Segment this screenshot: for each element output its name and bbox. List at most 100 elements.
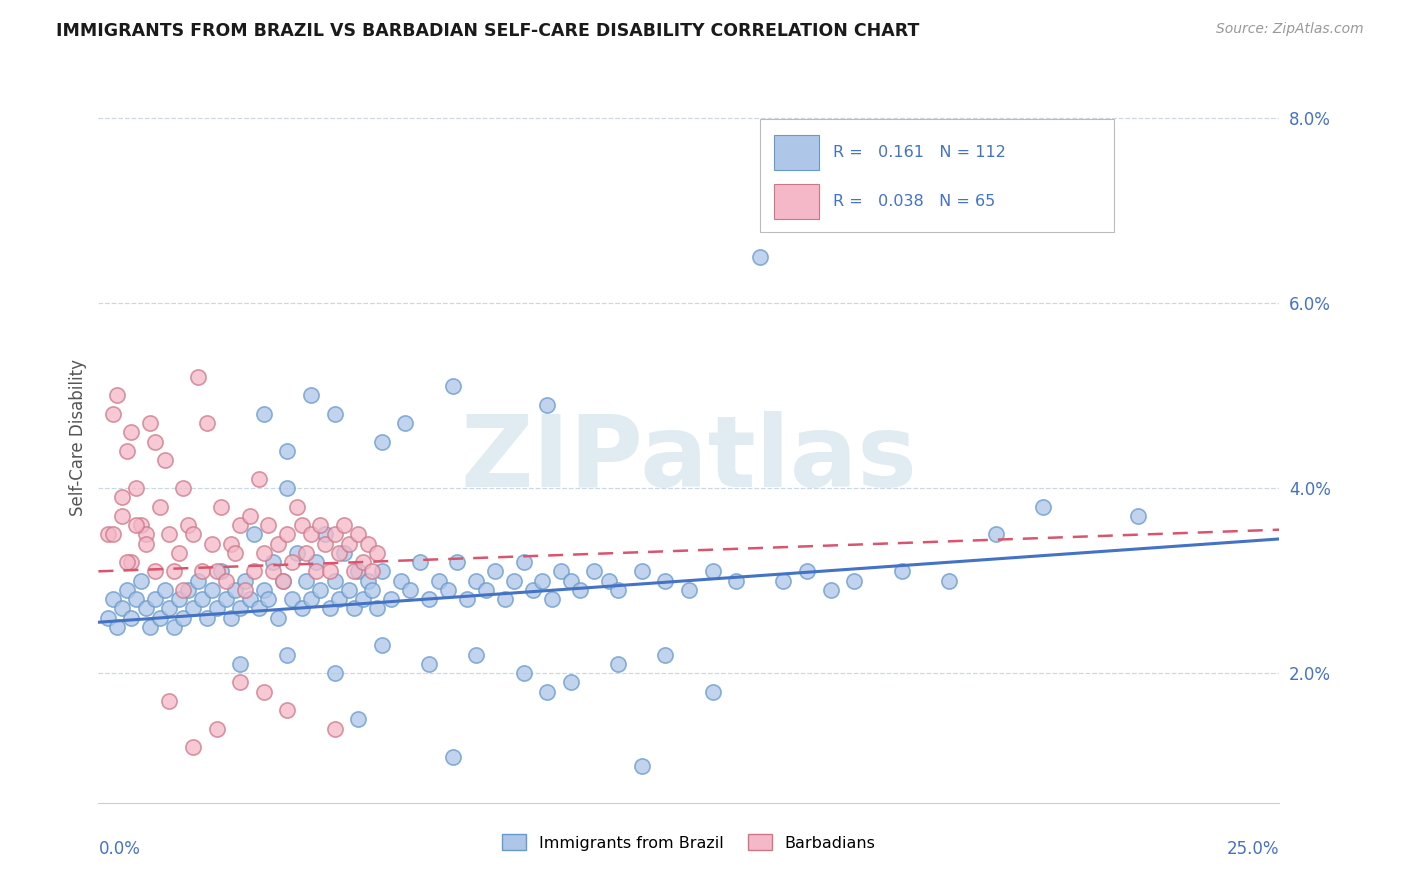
Point: [257, 592, 280, 607]
Point: [446, 555, 468, 569]
Point: [796, 565, 818, 579]
Point: [323, 666, 346, 681]
Point: [115, 582, 138, 597]
Point: [257, 518, 280, 533]
Point: [205, 601, 228, 615]
Point: [233, 582, 256, 597]
Point: [295, 546, 318, 560]
Point: [201, 582, 224, 597]
Point: [484, 565, 506, 579]
Point: [181, 601, 204, 615]
Point: [187, 574, 209, 588]
Point: [195, 416, 218, 430]
Point: [143, 592, 166, 607]
Point: [418, 592, 440, 607]
Point: [125, 481, 148, 495]
Point: [299, 592, 322, 607]
Point: [984, 527, 1007, 541]
Point: [247, 601, 270, 615]
Point: [371, 639, 394, 653]
Point: [512, 555, 534, 569]
Point: [314, 527, 336, 541]
Point: [394, 416, 416, 430]
Bar: [773, 184, 818, 219]
Point: [229, 601, 252, 615]
Point: [247, 472, 270, 486]
Point: [290, 518, 312, 533]
Point: [111, 490, 134, 504]
Point: [191, 565, 214, 579]
Point: [323, 407, 346, 421]
Point: [253, 546, 276, 560]
Point: [323, 574, 346, 588]
Point: [299, 388, 322, 402]
Point: [371, 434, 394, 449]
Point: [319, 601, 342, 615]
Text: R =   0.161   N = 112: R = 0.161 N = 112: [832, 145, 1005, 160]
Point: [149, 500, 172, 514]
Text: ZIPatlas: ZIPatlas: [461, 410, 917, 508]
Point: [654, 648, 676, 662]
Point: [550, 565, 572, 579]
Point: [361, 565, 384, 579]
Point: [305, 565, 328, 579]
Point: [465, 648, 488, 662]
Point: [172, 610, 194, 624]
Point: [541, 592, 564, 607]
Point: [465, 574, 488, 588]
Point: [290, 601, 312, 615]
Point: [135, 536, 157, 550]
Point: [243, 527, 266, 541]
Point: [157, 601, 180, 615]
Point: [347, 527, 370, 541]
Point: [239, 508, 262, 523]
Point: [299, 527, 322, 541]
Point: [337, 582, 360, 597]
Point: [177, 582, 200, 597]
Point: [503, 574, 526, 588]
Point: [328, 592, 350, 607]
Point: [1032, 500, 1054, 514]
Point: [938, 574, 960, 588]
Point: [408, 555, 430, 569]
Point: [441, 749, 464, 764]
Point: [475, 582, 498, 597]
Point: [607, 582, 630, 597]
Point: [276, 444, 298, 458]
Point: [361, 582, 384, 597]
Point: [328, 546, 350, 560]
FancyBboxPatch shape: [759, 119, 1114, 232]
Point: [630, 565, 652, 579]
Point: [262, 565, 284, 579]
Point: [323, 527, 346, 541]
Point: [357, 536, 380, 550]
Point: [560, 574, 582, 588]
Point: [97, 610, 120, 624]
Point: [135, 527, 157, 541]
Point: [319, 565, 342, 579]
Point: [172, 582, 194, 597]
Point: [97, 527, 120, 541]
Point: [229, 657, 252, 671]
Point: [347, 713, 370, 727]
Point: [678, 582, 700, 597]
Point: [1126, 508, 1149, 523]
Point: [201, 536, 224, 550]
Point: [229, 518, 252, 533]
Point: [167, 546, 190, 560]
Point: [243, 565, 266, 579]
Point: [630, 758, 652, 772]
Point: [121, 610, 143, 624]
Point: [157, 527, 180, 541]
Point: [205, 722, 228, 736]
Point: [342, 565, 364, 579]
Point: [153, 582, 176, 597]
Text: 0.0%: 0.0%: [98, 840, 141, 858]
Point: [531, 574, 554, 588]
Point: [323, 722, 346, 736]
Point: [569, 582, 592, 597]
Point: [224, 546, 246, 560]
Point: [205, 565, 228, 579]
Point: [560, 675, 582, 690]
Point: [333, 518, 356, 533]
